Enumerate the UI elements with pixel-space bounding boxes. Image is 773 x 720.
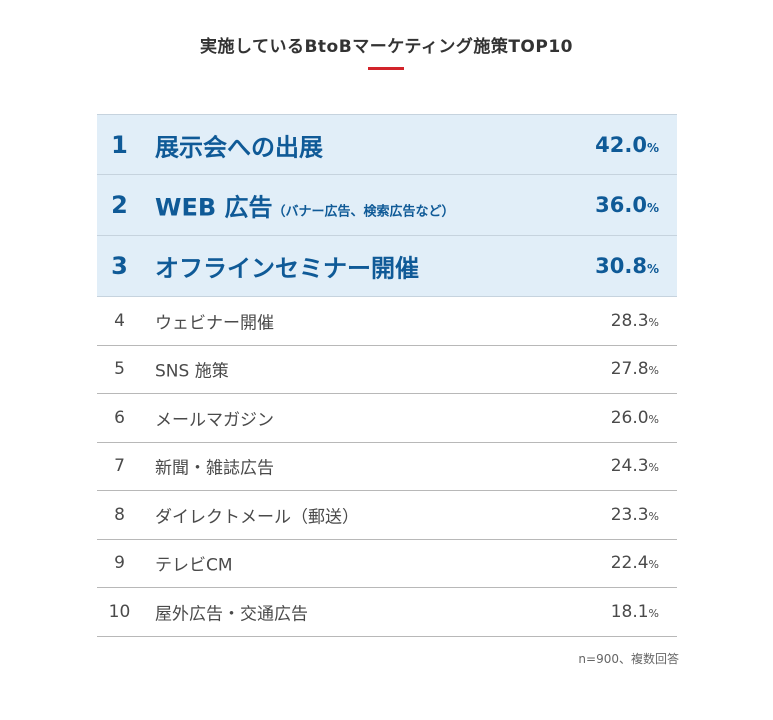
measure-name: 新聞・雑誌広告 — [155, 458, 274, 479]
measure-name: ダイレクトメール（郵送） — [155, 507, 359, 528]
measure-name: ウェビナー開催 — [155, 313, 274, 334]
percent-unit: % — [648, 412, 659, 426]
ranking-table: 1 展示会への出展 42.0% 2 WEB 広告（バナー広告、検索広告など） 36.0% 3… — [97, 114, 677, 637]
table-row: 5 SNS 施策 27.8% — [97, 346, 677, 394]
measure-label: オフラインセミナー開催 — [155, 249, 419, 284]
percent-unit: % — [646, 201, 659, 215]
rank-number: 6 — [114, 407, 125, 428]
value-number: 36.0 — [595, 193, 647, 217]
percentage-value: 23.3% — [611, 505, 659, 525]
table-row: 7 新聞・雑誌広告 24.3% — [97, 443, 677, 491]
value-number: 24.3 — [610, 456, 649, 477]
percent-unit: % — [648, 461, 659, 475]
measure-label: SNS 施策 — [155, 357, 229, 382]
measure-label: 新聞・雑誌広告 — [155, 454, 274, 479]
table-row: 3 オフラインセミナー開催 30.8% — [97, 236, 677, 297]
value-number: 28.3 — [610, 310, 649, 331]
percentage-value: 42.0% — [595, 133, 659, 157]
measure-name: 展示会への出展 — [155, 133, 323, 161]
value-number: 23.3 — [610, 504, 649, 525]
table-row: 10 屋外広告・交通広告 18.1% — [97, 588, 677, 637]
percent-unit: % — [648, 558, 659, 572]
measure-name: SNS 施策 — [155, 361, 229, 382]
value-number: 26.0 — [610, 407, 649, 428]
table-row: 9 テレビCM 22.4% — [97, 540, 677, 588]
rank-number: 5 — [114, 359, 125, 380]
rank-number: 2 — [111, 191, 128, 219]
percentage-value: 27.8% — [611, 359, 659, 379]
rank-number: 10 — [108, 601, 131, 622]
percentage-value: 18.1% — [611, 602, 659, 622]
percent-unit: % — [648, 509, 659, 523]
table-row: 4 ウェビナー開催 28.3% — [97, 297, 677, 346]
table-row: 2 WEB 広告（バナー広告、検索広告など） 36.0% — [97, 175, 677, 236]
percentage-value: 36.0% — [595, 193, 659, 217]
percent-unit: % — [646, 140, 659, 155]
percentage-value: 26.0% — [611, 408, 659, 428]
percentage-value: 24.3% — [611, 456, 659, 476]
value-number: 22.4 — [610, 553, 649, 574]
measure-sub-label: （バナー広告、検索広告など） — [272, 204, 455, 220]
measure-name: WEB 広告 — [155, 193, 273, 222]
rank-number: 8 — [114, 504, 125, 525]
table-row: 8 ダイレクトメール（郵送） 23.3% — [97, 491, 677, 540]
measure-label: ウェビナー開催 — [155, 308, 274, 333]
value-number: 30.8 — [595, 254, 647, 278]
measure-label: 展示会への出展 — [155, 127, 323, 162]
measure-label: WEB 広告（バナー広告、検索広告など） — [155, 188, 455, 223]
measure-label: テレビCM — [155, 551, 233, 576]
measure-name: テレビCM — [155, 555, 233, 576]
measure-name: オフラインセミナー開催 — [155, 254, 419, 283]
table-row: 1 展示会への出展 42.0% — [97, 114, 677, 175]
value-number: 42.0 — [595, 132, 647, 157]
measure-label: ダイレクトメール（郵送） — [155, 502, 359, 527]
rank-number: 3 — [111, 252, 128, 280]
percent-unit: % — [646, 262, 659, 276]
measure-label: メールマガジン — [155, 405, 274, 430]
measure-label: 屋外広告・交通広告 — [155, 599, 308, 624]
percent-unit: % — [648, 315, 659, 329]
percentage-value: 28.3% — [611, 311, 659, 331]
rank-number: 9 — [114, 553, 125, 574]
value-number: 18.1 — [610, 601, 649, 622]
rank-number: 4 — [114, 310, 125, 331]
title-underline — [368, 67, 404, 70]
percentage-value: 22.4% — [611, 553, 659, 573]
value-number: 27.8 — [610, 359, 649, 380]
chart-title: 実施しているBtoBマーケティング施策TOP10 — [199, 37, 573, 57]
percent-unit: % — [648, 606, 659, 620]
sample-note: n=900、複数回答 — [578, 652, 679, 666]
rank-number: 7 — [114, 456, 125, 477]
rank-number: 1 — [111, 130, 128, 159]
table-row: 6 メールマガジン 26.0% — [97, 394, 677, 443]
measure-name: 屋外広告・交通広告 — [155, 604, 308, 625]
percent-unit: % — [648, 364, 659, 378]
percentage-value: 30.8% — [595, 254, 659, 278]
measure-name: メールマガジン — [155, 410, 274, 431]
